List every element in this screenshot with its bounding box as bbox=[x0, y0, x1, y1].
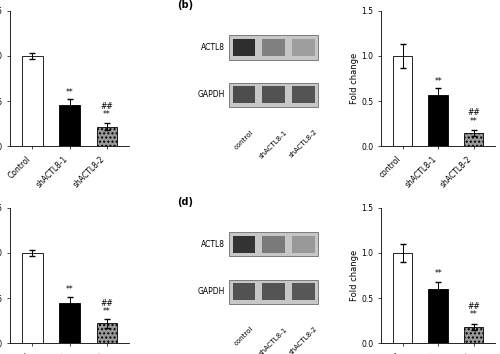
Text: ##
**: ## ** bbox=[100, 299, 114, 316]
Bar bbox=[292, 86, 314, 103]
Bar bbox=[229, 35, 318, 59]
Bar bbox=[262, 283, 285, 300]
Y-axis label: Fold change: Fold change bbox=[350, 53, 359, 104]
Bar bbox=[428, 289, 448, 343]
Bar bbox=[428, 95, 448, 147]
Bar bbox=[233, 283, 256, 300]
Text: GAPDH: GAPDH bbox=[198, 90, 226, 99]
Bar bbox=[262, 39, 285, 56]
Bar bbox=[22, 56, 42, 147]
Bar bbox=[292, 236, 314, 253]
Bar bbox=[229, 280, 318, 304]
Bar bbox=[60, 105, 80, 147]
Bar bbox=[233, 39, 256, 56]
Bar bbox=[233, 86, 256, 103]
Text: ##
**: ## ** bbox=[468, 108, 480, 126]
Bar bbox=[292, 283, 314, 300]
Bar bbox=[292, 39, 314, 56]
Text: shACTL8-2: shACTL8-2 bbox=[288, 129, 318, 159]
Text: shACTL8-1: shACTL8-1 bbox=[258, 326, 289, 354]
Text: ACTL8: ACTL8 bbox=[202, 240, 226, 249]
Text: ##
**: ## ** bbox=[468, 302, 480, 319]
Bar bbox=[60, 303, 80, 343]
Bar bbox=[393, 253, 412, 343]
Text: ACTL8: ACTL8 bbox=[202, 43, 226, 52]
Bar bbox=[262, 236, 285, 253]
Bar bbox=[464, 327, 483, 343]
Text: shACTL8-2: shACTL8-2 bbox=[288, 326, 318, 354]
Bar bbox=[262, 86, 285, 103]
Bar bbox=[96, 126, 117, 147]
Bar bbox=[22, 253, 42, 343]
Y-axis label: Fold change: Fold change bbox=[350, 250, 359, 301]
Text: **: ** bbox=[434, 269, 442, 278]
Text: shACTL8-1: shACTL8-1 bbox=[258, 129, 289, 159]
Text: **: ** bbox=[66, 88, 74, 97]
Bar bbox=[229, 232, 318, 256]
Text: **: ** bbox=[434, 77, 442, 86]
Text: **: ** bbox=[66, 285, 74, 295]
Bar bbox=[233, 236, 256, 253]
Bar bbox=[96, 324, 117, 343]
Bar bbox=[229, 82, 318, 107]
Text: (b): (b) bbox=[177, 0, 193, 10]
Bar bbox=[464, 133, 483, 147]
Text: (d): (d) bbox=[177, 197, 193, 207]
Text: control: control bbox=[234, 129, 255, 150]
Text: GAPDH: GAPDH bbox=[198, 287, 226, 296]
Text: control: control bbox=[234, 326, 255, 347]
Bar bbox=[393, 56, 412, 147]
Text: ##
**: ## ** bbox=[100, 102, 114, 119]
